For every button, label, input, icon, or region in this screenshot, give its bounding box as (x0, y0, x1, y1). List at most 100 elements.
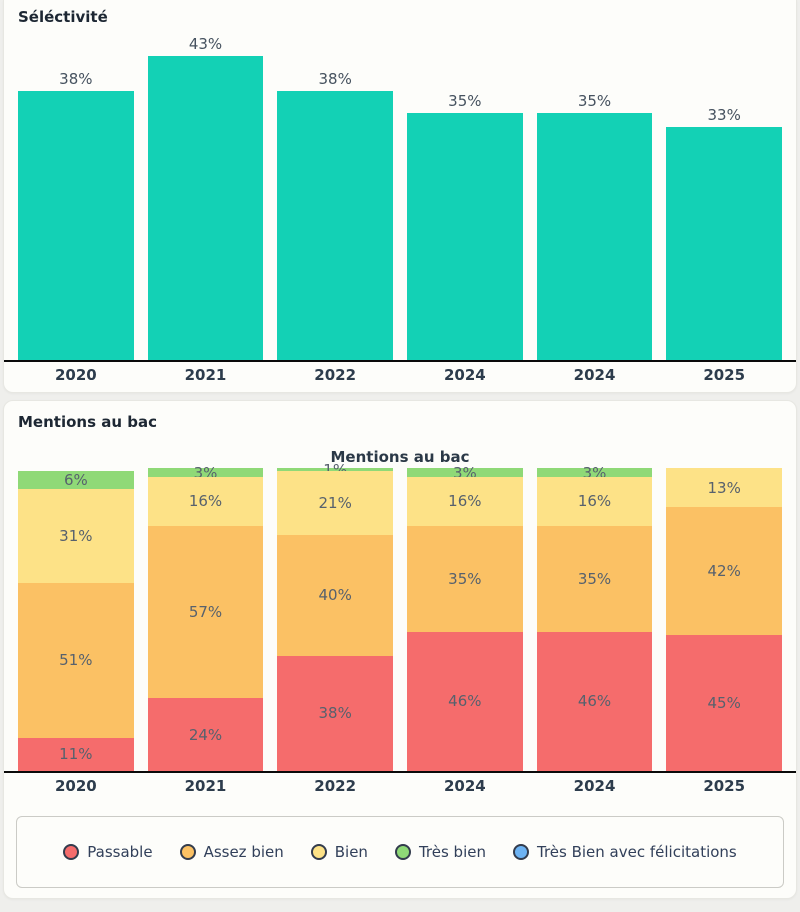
segment-value-label: 31% (59, 527, 93, 546)
x-axis-label: 2024 (573, 777, 616, 795)
segment-value-label: 24% (188, 725, 223, 744)
bar-value-label: 38% (318, 70, 352, 88)
mentions-section-title: Mentions au bac (18, 413, 157, 431)
bar-segment-passable[interactable]: 46% (536, 631, 653, 771)
selectivity-chart-plot: 38% 43% 38% 35% 35% 33% (4, 28, 796, 362)
legend-label: Passable (87, 843, 153, 861)
legend-item-assez-bien[interactable]: Assez bien (179, 843, 284, 861)
mentions-legend: Passable Assez bien Bien Très bien Très Bien… (16, 816, 784, 888)
bar-segment-passable[interactable]: 38% (277, 655, 394, 771)
legend-item-tres-bien[interactable]: Très bien (394, 843, 486, 861)
legend-label: Bien (334, 843, 368, 861)
legend-marker-bien (310, 844, 327, 860)
legend-item-bien[interactable]: Bien (310, 843, 368, 861)
segment-value-label: 45% (707, 693, 741, 712)
stacked-bar-column: 6% 31% 51% 11% (18, 471, 134, 771)
bar-segment-bien[interactable]: 21% (277, 471, 394, 535)
bar-value-label: 35% (448, 92, 482, 110)
stacked-bar-column: 3% 16% 35% 46% (536, 464, 653, 771)
segment-value-label: 13% (707, 478, 741, 497)
segment-value-label: 3% (193, 463, 218, 482)
bar-value-label: 38% (59, 70, 93, 88)
segment-value-label: 21% (318, 493, 352, 512)
stacked-bar-column: 3% 16% 57% 24% (147, 464, 264, 771)
bar-value-label: 43% (188, 35, 223, 53)
segment-value-label: 16% (448, 492, 482, 511)
segment-value-label: 16% (188, 492, 223, 511)
stacked-bar-column: 13% 42% 45% (666, 468, 783, 771)
segment-value-label: 38% (318, 704, 352, 723)
legend-label: Très Bien avec félicitations (536, 843, 737, 861)
bar-column: 38% (277, 70, 394, 360)
selectivity-bar[interactable] (536, 113, 653, 360)
selectivity-bar[interactable] (147, 56, 264, 360)
segment-value-label: 3% (582, 463, 607, 482)
legend-marker-tres-bien-avec-felicitations (512, 844, 529, 860)
x-axis-label: 2022 (314, 366, 357, 384)
selectivity-x-axis: 2020 2021 2022 2024 2024 2025 (4, 362, 796, 384)
bar-column: 35% (536, 92, 653, 360)
bar-segment-assez-bien[interactable]: 40% (277, 534, 394, 656)
bar-segment-passable[interactable]: 45% (666, 634, 783, 771)
segment-value-label: 40% (318, 586, 352, 605)
x-axis-label: 2025 (703, 777, 746, 795)
x-axis-label: 2020 (54, 777, 97, 795)
selectivity-section-title: Séléctivité (18, 8, 108, 26)
selectivity-bar[interactable] (407, 113, 523, 360)
segment-value-label: 3% (452, 463, 477, 482)
bar-segment-assez-bien[interactable]: 35% (407, 525, 523, 632)
bar-segment-passable[interactable]: 11% (18, 737, 134, 771)
legend-item-passable[interactable]: Passable (63, 843, 153, 861)
x-axis-label: 2024 (443, 777, 486, 795)
segment-value-label: 57% (188, 602, 223, 621)
bar-column: 35% (407, 92, 523, 360)
bar-segment-assez-bien[interactable]: 51% (18, 583, 134, 738)
legend-item-tres-bien-avec-felicitations[interactable]: Très Bien avec félicitations (512, 843, 737, 861)
x-axis-label: 2024 (443, 366, 486, 384)
bar-segment-assez-bien[interactable]: 57% (147, 525, 264, 699)
bar-segment-assez-bien[interactable]: 35% (536, 525, 653, 632)
bar-segment-bien[interactable]: 16% (407, 477, 523, 526)
stacked-bar-column: 1% 21% 40% 38% (277, 461, 394, 771)
legend-marker-assez-bien (179, 844, 196, 860)
segment-value-label: 6% (63, 471, 88, 490)
x-axis-label: 2022 (314, 777, 357, 795)
mentions-x-axis: 2020 2021 2022 2024 2024 2025 (4, 773, 796, 795)
bar-segment-passable[interactable]: 46% (407, 631, 523, 771)
x-axis-label: 2021 (184, 777, 227, 795)
bar-segment-tres-bien[interactable]: 3% (147, 464, 264, 482)
bar-segment-bien[interactable]: 13% (666, 468, 783, 508)
bar-segment-tres-bien[interactable]: 3% (536, 464, 653, 482)
segment-value-label: 35% (448, 569, 482, 588)
legend-label: Assez bien (203, 843, 284, 861)
bar-segment-bien[interactable]: 16% (536, 477, 653, 526)
selectivity-bar[interactable] (18, 91, 134, 360)
bar-segment-tres-bien[interactable]: 3% (407, 464, 523, 482)
selectivity-bar[interactable] (666, 127, 783, 360)
bar-segment-assez-bien[interactable]: 42% (666, 507, 783, 635)
legend-marker-tres-bien (394, 844, 411, 860)
x-axis-label: 2021 (184, 366, 227, 384)
bar-segment-tres-bien[interactable]: 6% (18, 471, 134, 490)
bar-segment-bien[interactable]: 31% (18, 489, 134, 584)
mentions-card: Mentions au bac Mentions au bac 6% 31% 51%… (3, 400, 797, 899)
legend-label: Très bien (418, 843, 486, 861)
selectivity-card: Séléctivité 38% 43% 38% 35% 35% 33% 2020 2021 2… (3, 0, 797, 393)
bar-value-label: 33% (707, 106, 741, 124)
bar-value-label: 35% (577, 92, 612, 110)
bar-column: 43% (147, 35, 264, 360)
bar-segment-passable[interactable]: 24% (147, 698, 264, 771)
x-axis-label: 2020 (54, 366, 97, 384)
bar-column: 33% (666, 106, 783, 360)
segment-value-label: 51% (59, 651, 93, 670)
selectivity-bar[interactable] (277, 91, 394, 360)
stacked-bar-column: 3% 16% 35% 46% (407, 464, 523, 771)
bar-column: 38% (18, 70, 134, 360)
mentions-chart-plot: 6% 31% 51% 11% 3% 16% 57% 24% 1% 21% 40% 38% 3% 16% 35… (4, 461, 796, 773)
x-axis-label: 2025 (703, 366, 746, 384)
segment-value-label: 46% (577, 692, 612, 711)
segment-value-label: 46% (448, 692, 482, 711)
segment-value-label: 11% (59, 745, 93, 764)
mentions-chart-title: Mentions au bac (330, 448, 470, 466)
bar-segment-bien[interactable]: 16% (147, 477, 264, 526)
